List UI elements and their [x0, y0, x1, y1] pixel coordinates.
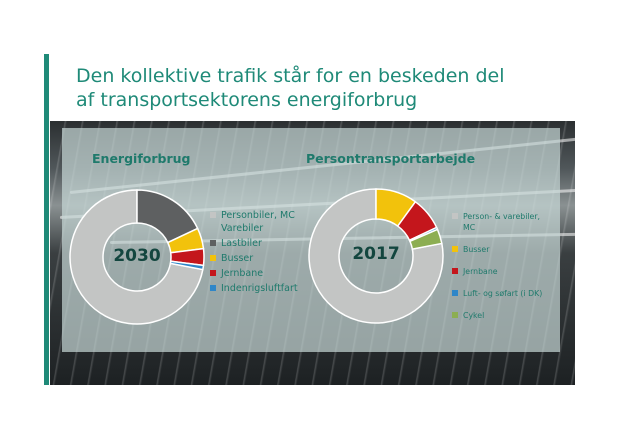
chart1-legend-item: Personbiler, MC Varebiler	[210, 209, 311, 235]
chart2-legend: Person- & varebiler, MC Busser Jernbane Luf…	[452, 211, 553, 332]
legend-label: Jernbane	[463, 267, 498, 276]
chart1-legend-item: Indenrigsluftfart	[210, 282, 311, 295]
slide-title-line2: af transportsektorens energiforbrug	[76, 89, 418, 111]
chart1-legend: Personbiler, MC Varebiler Lastbiler Busser…	[210, 209, 311, 297]
legend-label: Cykel	[463, 311, 485, 320]
chart2-center-year: 2017	[352, 244, 400, 264]
legend-label: Person- & varebiler, MC	[463, 212, 541, 232]
legend-label: Personbiler, MC Varebiler	[221, 210, 295, 234]
slide-title: Den kollektive trafik står for en besked…	[76, 64, 596, 112]
legend-label: Lastbiler	[221, 238, 262, 249]
legend-label: Jernbane	[221, 268, 264, 279]
chart2-slice-1	[308, 188, 444, 324]
legend-swatch	[452, 312, 458, 318]
chart1-legend-item: Lastbiler	[210, 237, 311, 250]
legend-swatch	[452, 290, 458, 296]
legend-swatch	[210, 255, 216, 261]
chart1-legend-item: Busser	[210, 252, 311, 265]
chart1-legend-item: Jernbane	[210, 267, 311, 280]
chart2-legend-item: Jernbane	[452, 266, 553, 277]
legend-label: Indenrigsluftfart	[221, 283, 298, 294]
legend-swatch	[452, 246, 458, 252]
legend-swatch	[452, 268, 458, 274]
chart2-legend-item: Busser	[452, 244, 553, 255]
legend-swatch	[210, 270, 216, 276]
chart1-center-year: 2030	[113, 246, 161, 266]
chart2-legend-item: Person- & varebiler, MC	[452, 211, 553, 233]
chart1-title: Energiforbrug	[92, 151, 191, 166]
legend-swatch	[452, 213, 458, 219]
chart1-slice-5	[169, 260, 205, 271]
legend-swatch	[210, 212, 216, 218]
legend-swatch	[210, 240, 216, 246]
accent-bar	[44, 54, 49, 385]
chart1-slice-1	[69, 189, 204, 325]
chart2-title: Persontransportarbejde	[306, 151, 476, 166]
chart2-legend-item: Luft- og søfart (i DK)	[452, 288, 553, 299]
legend-swatch	[210, 285, 216, 291]
chart2-slice-5	[408, 228, 443, 250]
legend-label: Luft- og søfart (i DK)	[463, 289, 543, 298]
slide-title-line1: Den kollektive trafik står for en besked…	[76, 65, 505, 87]
legend-label: Busser	[463, 245, 490, 254]
chart2-legend-item: Cykel	[452, 310, 553, 321]
legend-label: Busser	[221, 253, 254, 264]
